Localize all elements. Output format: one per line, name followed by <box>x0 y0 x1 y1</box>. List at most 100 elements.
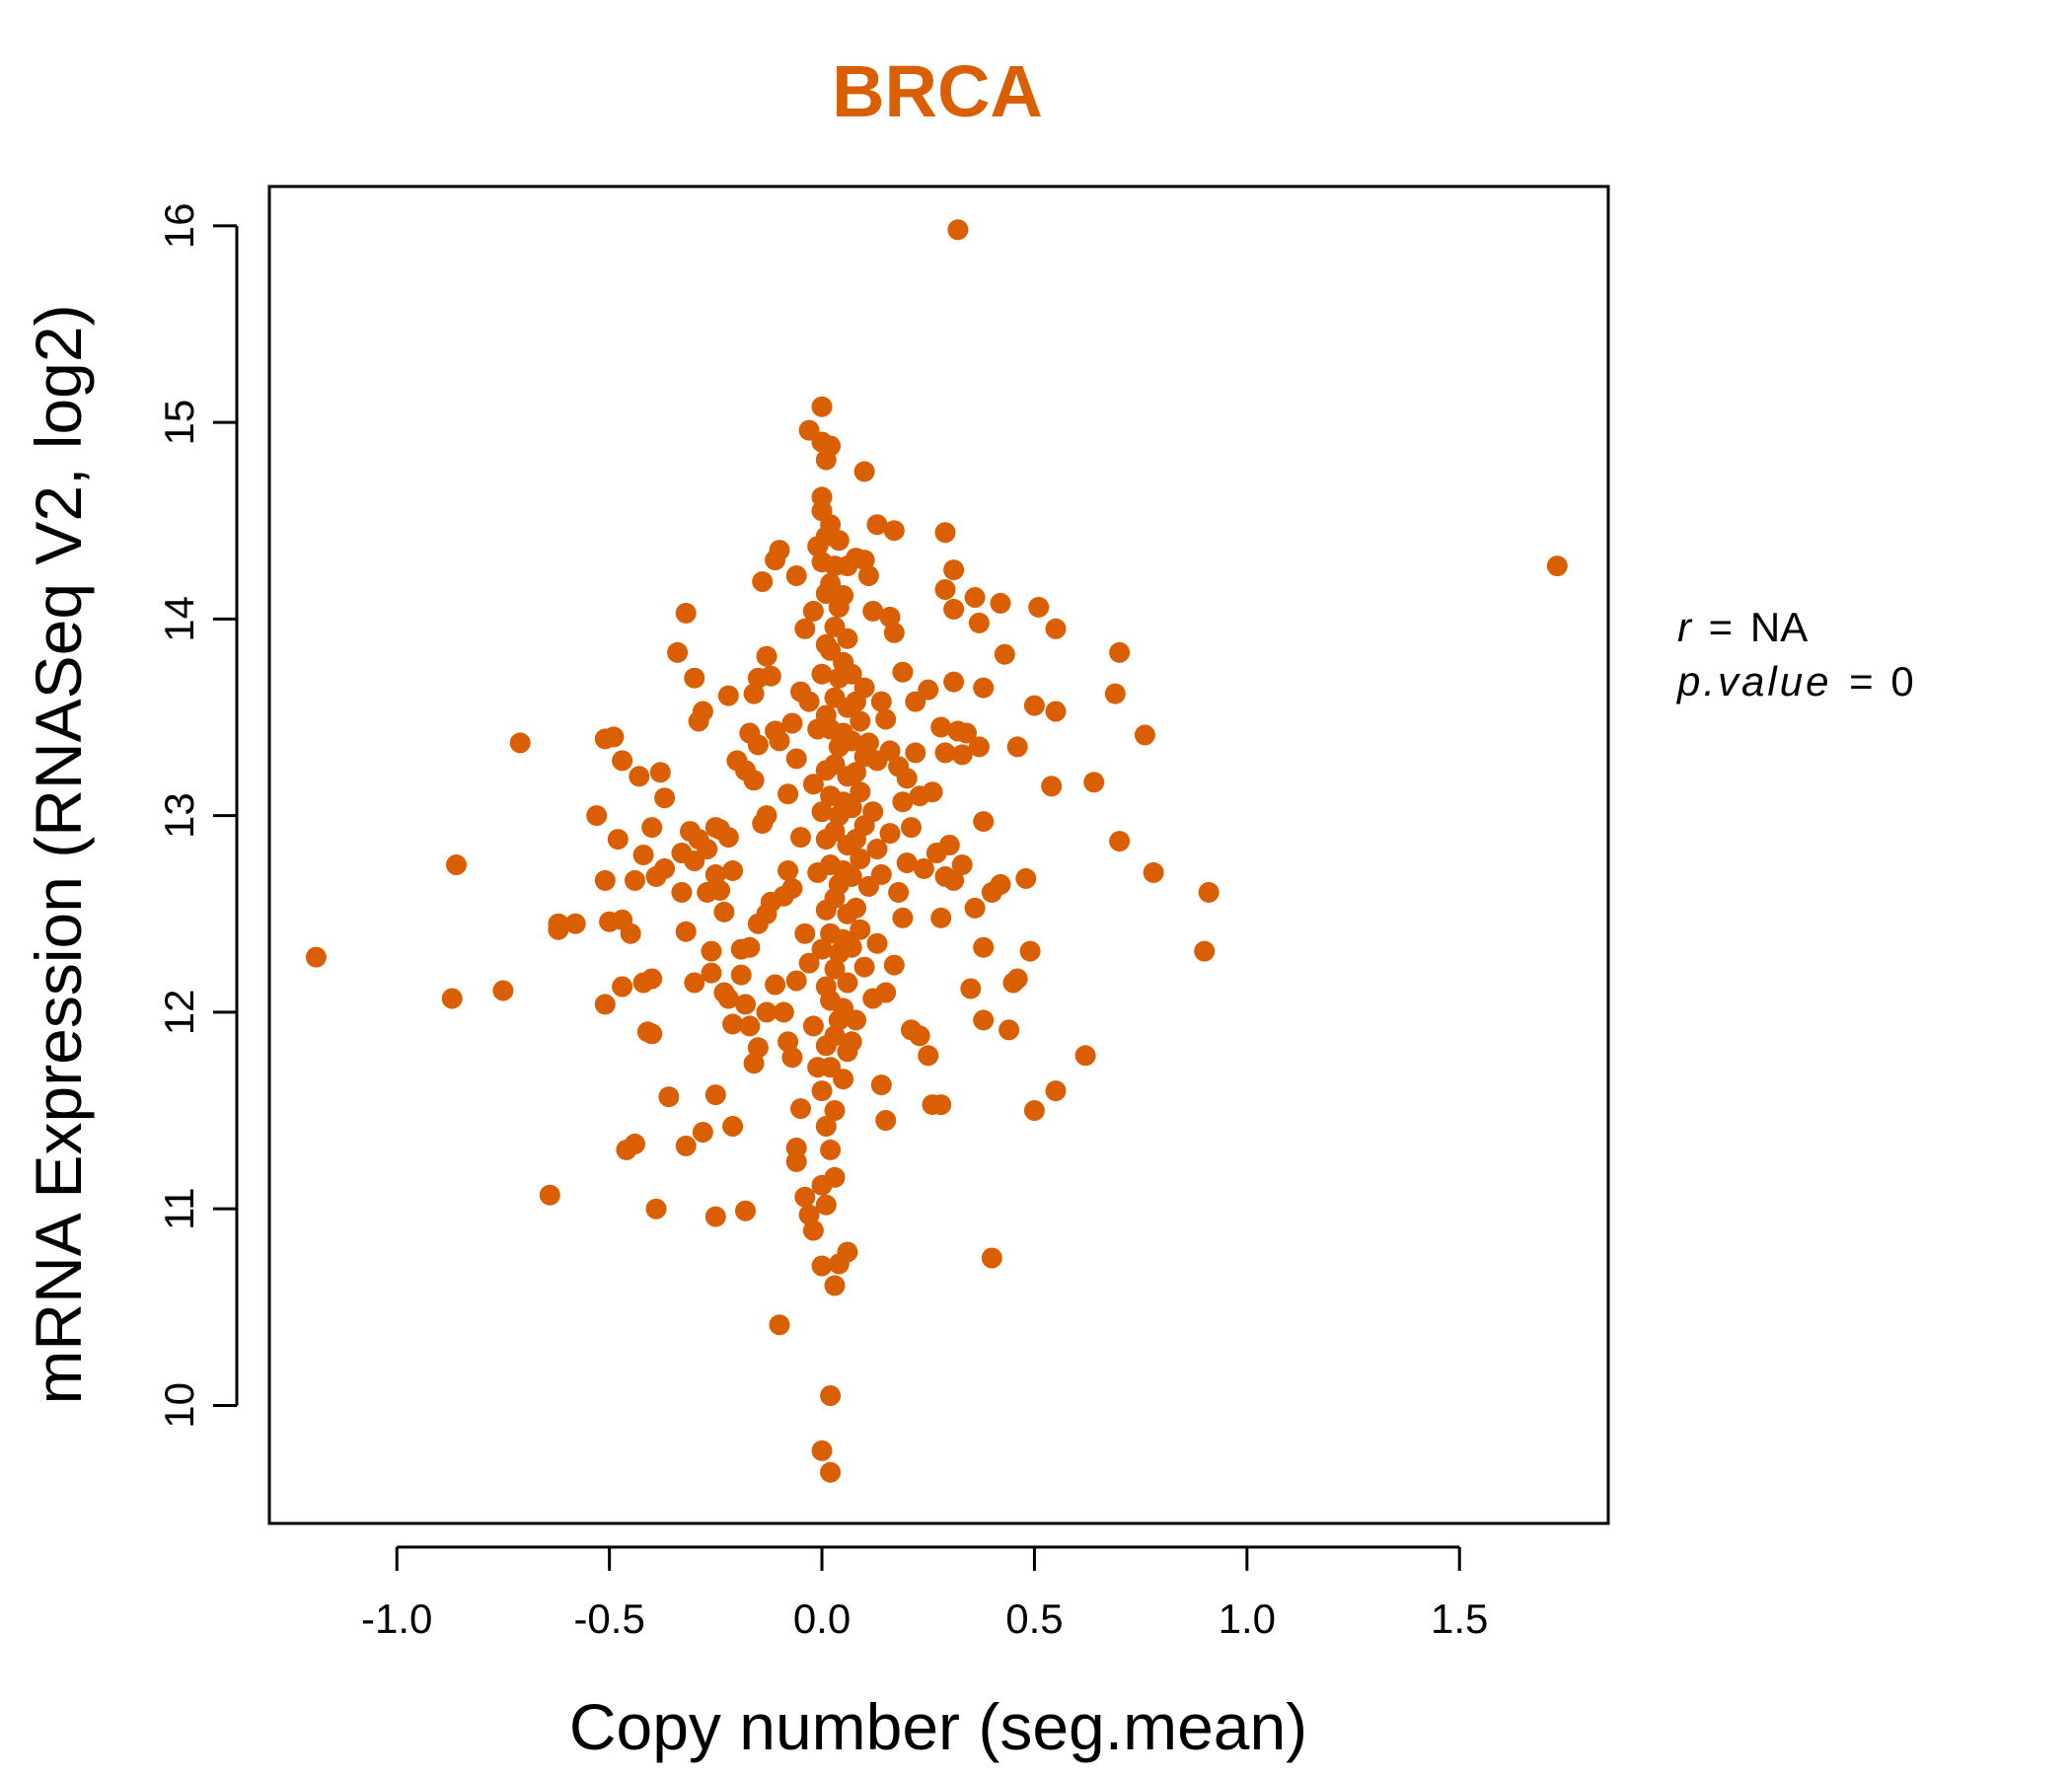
x-tick-label: 1.0 <box>1219 1595 1276 1642</box>
data-point <box>717 988 739 1009</box>
data-point <box>943 559 965 581</box>
data-point <box>833 585 854 606</box>
data-point <box>684 972 705 994</box>
data-point <box>875 1110 897 1131</box>
x-tick-label: -1.0 <box>361 1595 432 1642</box>
data-point <box>641 968 663 990</box>
data-point <box>603 726 625 748</box>
data-point <box>973 1009 995 1031</box>
data-point <box>717 685 739 706</box>
data-point <box>641 817 663 839</box>
data-point <box>918 1045 939 1067</box>
data-point <box>938 835 960 855</box>
data-point <box>862 801 884 823</box>
data-point <box>892 661 914 683</box>
data-point <box>968 612 990 633</box>
data-point <box>833 1069 854 1090</box>
data-point <box>704 1206 726 1227</box>
data-point <box>870 691 892 712</box>
data-point <box>1028 596 1050 618</box>
data-point <box>811 1255 833 1277</box>
data-point <box>1194 940 1216 962</box>
data-point <box>747 1037 769 1059</box>
x-tick-label: -0.5 <box>573 1595 644 1642</box>
y-tick-label: 16 <box>156 203 202 250</box>
r-stat: r = NA <box>1677 604 1808 650</box>
data-point <box>798 952 820 974</box>
data-point <box>671 881 693 903</box>
data-point <box>883 520 905 542</box>
data-point <box>790 1098 811 1120</box>
data-point <box>883 622 905 643</box>
data-point <box>943 598 965 620</box>
data-point <box>1045 701 1067 722</box>
r-stat-value: NA <box>1750 604 1808 650</box>
data-point <box>866 839 888 859</box>
data-point <box>781 712 803 734</box>
data-point <box>692 701 713 722</box>
data-point <box>951 854 973 875</box>
data-point <box>760 665 781 687</box>
data-point <box>999 1019 1020 1041</box>
data-point <box>675 921 697 942</box>
data-point <box>892 791 914 813</box>
data-point <box>441 988 463 1009</box>
data-point <box>1015 867 1037 889</box>
data-point <box>951 744 973 766</box>
data-point <box>769 730 790 752</box>
data-point <box>820 1139 842 1160</box>
data-point <box>934 579 956 600</box>
data-point <box>811 1440 833 1461</box>
data-point <box>756 805 777 827</box>
y-axis: 10 11 12 13 14 15 16 <box>156 203 239 1429</box>
data-point <box>777 1031 799 1053</box>
data-point <box>1143 861 1164 883</box>
data-point <box>824 1166 846 1188</box>
data-point <box>564 913 586 934</box>
x-tick-label: 1.5 <box>1431 1595 1488 1642</box>
data-point <box>837 972 858 994</box>
data-point <box>841 865 862 887</box>
data-point <box>509 732 531 754</box>
data-point <box>735 1200 756 1221</box>
r-stat-equals: = <box>1709 604 1734 650</box>
data-point <box>956 722 977 744</box>
data-point <box>722 1013 744 1035</box>
p-value-equals: = <box>1849 658 1874 704</box>
data-point <box>811 1080 833 1102</box>
data-point <box>675 602 697 624</box>
data-point <box>960 978 982 999</box>
data-point <box>739 936 761 958</box>
data-point <box>964 897 986 919</box>
data-point <box>841 730 862 752</box>
data-point <box>905 742 926 764</box>
x-axis-title: Copy number (seg.mean) <box>569 1690 1307 1763</box>
data-point <box>794 1186 816 1208</box>
data-point <box>802 600 824 622</box>
data-point <box>883 954 905 976</box>
data-point <box>769 540 790 561</box>
data-point <box>934 522 956 544</box>
data-point <box>841 1031 862 1053</box>
y-tick-label: 12 <box>156 990 202 1036</box>
data-point <box>815 1194 837 1216</box>
data-point <box>1083 772 1105 793</box>
data-point <box>850 919 871 940</box>
data-point <box>879 606 901 628</box>
data-point <box>973 936 995 958</box>
data-point <box>841 797 862 819</box>
data-point <box>930 716 952 738</box>
data-point <box>645 1198 667 1220</box>
data-point <box>943 869 965 891</box>
data-point <box>879 823 901 845</box>
data-point <box>777 783 799 805</box>
data-point <box>1019 940 1041 962</box>
data-point <box>866 514 888 536</box>
data-point <box>888 881 910 903</box>
data-point <box>1074 1045 1096 1067</box>
data-point <box>896 768 918 789</box>
data-point <box>930 907 952 928</box>
data-point <box>934 742 956 764</box>
data-point <box>853 677 875 699</box>
data-point <box>990 873 1011 895</box>
